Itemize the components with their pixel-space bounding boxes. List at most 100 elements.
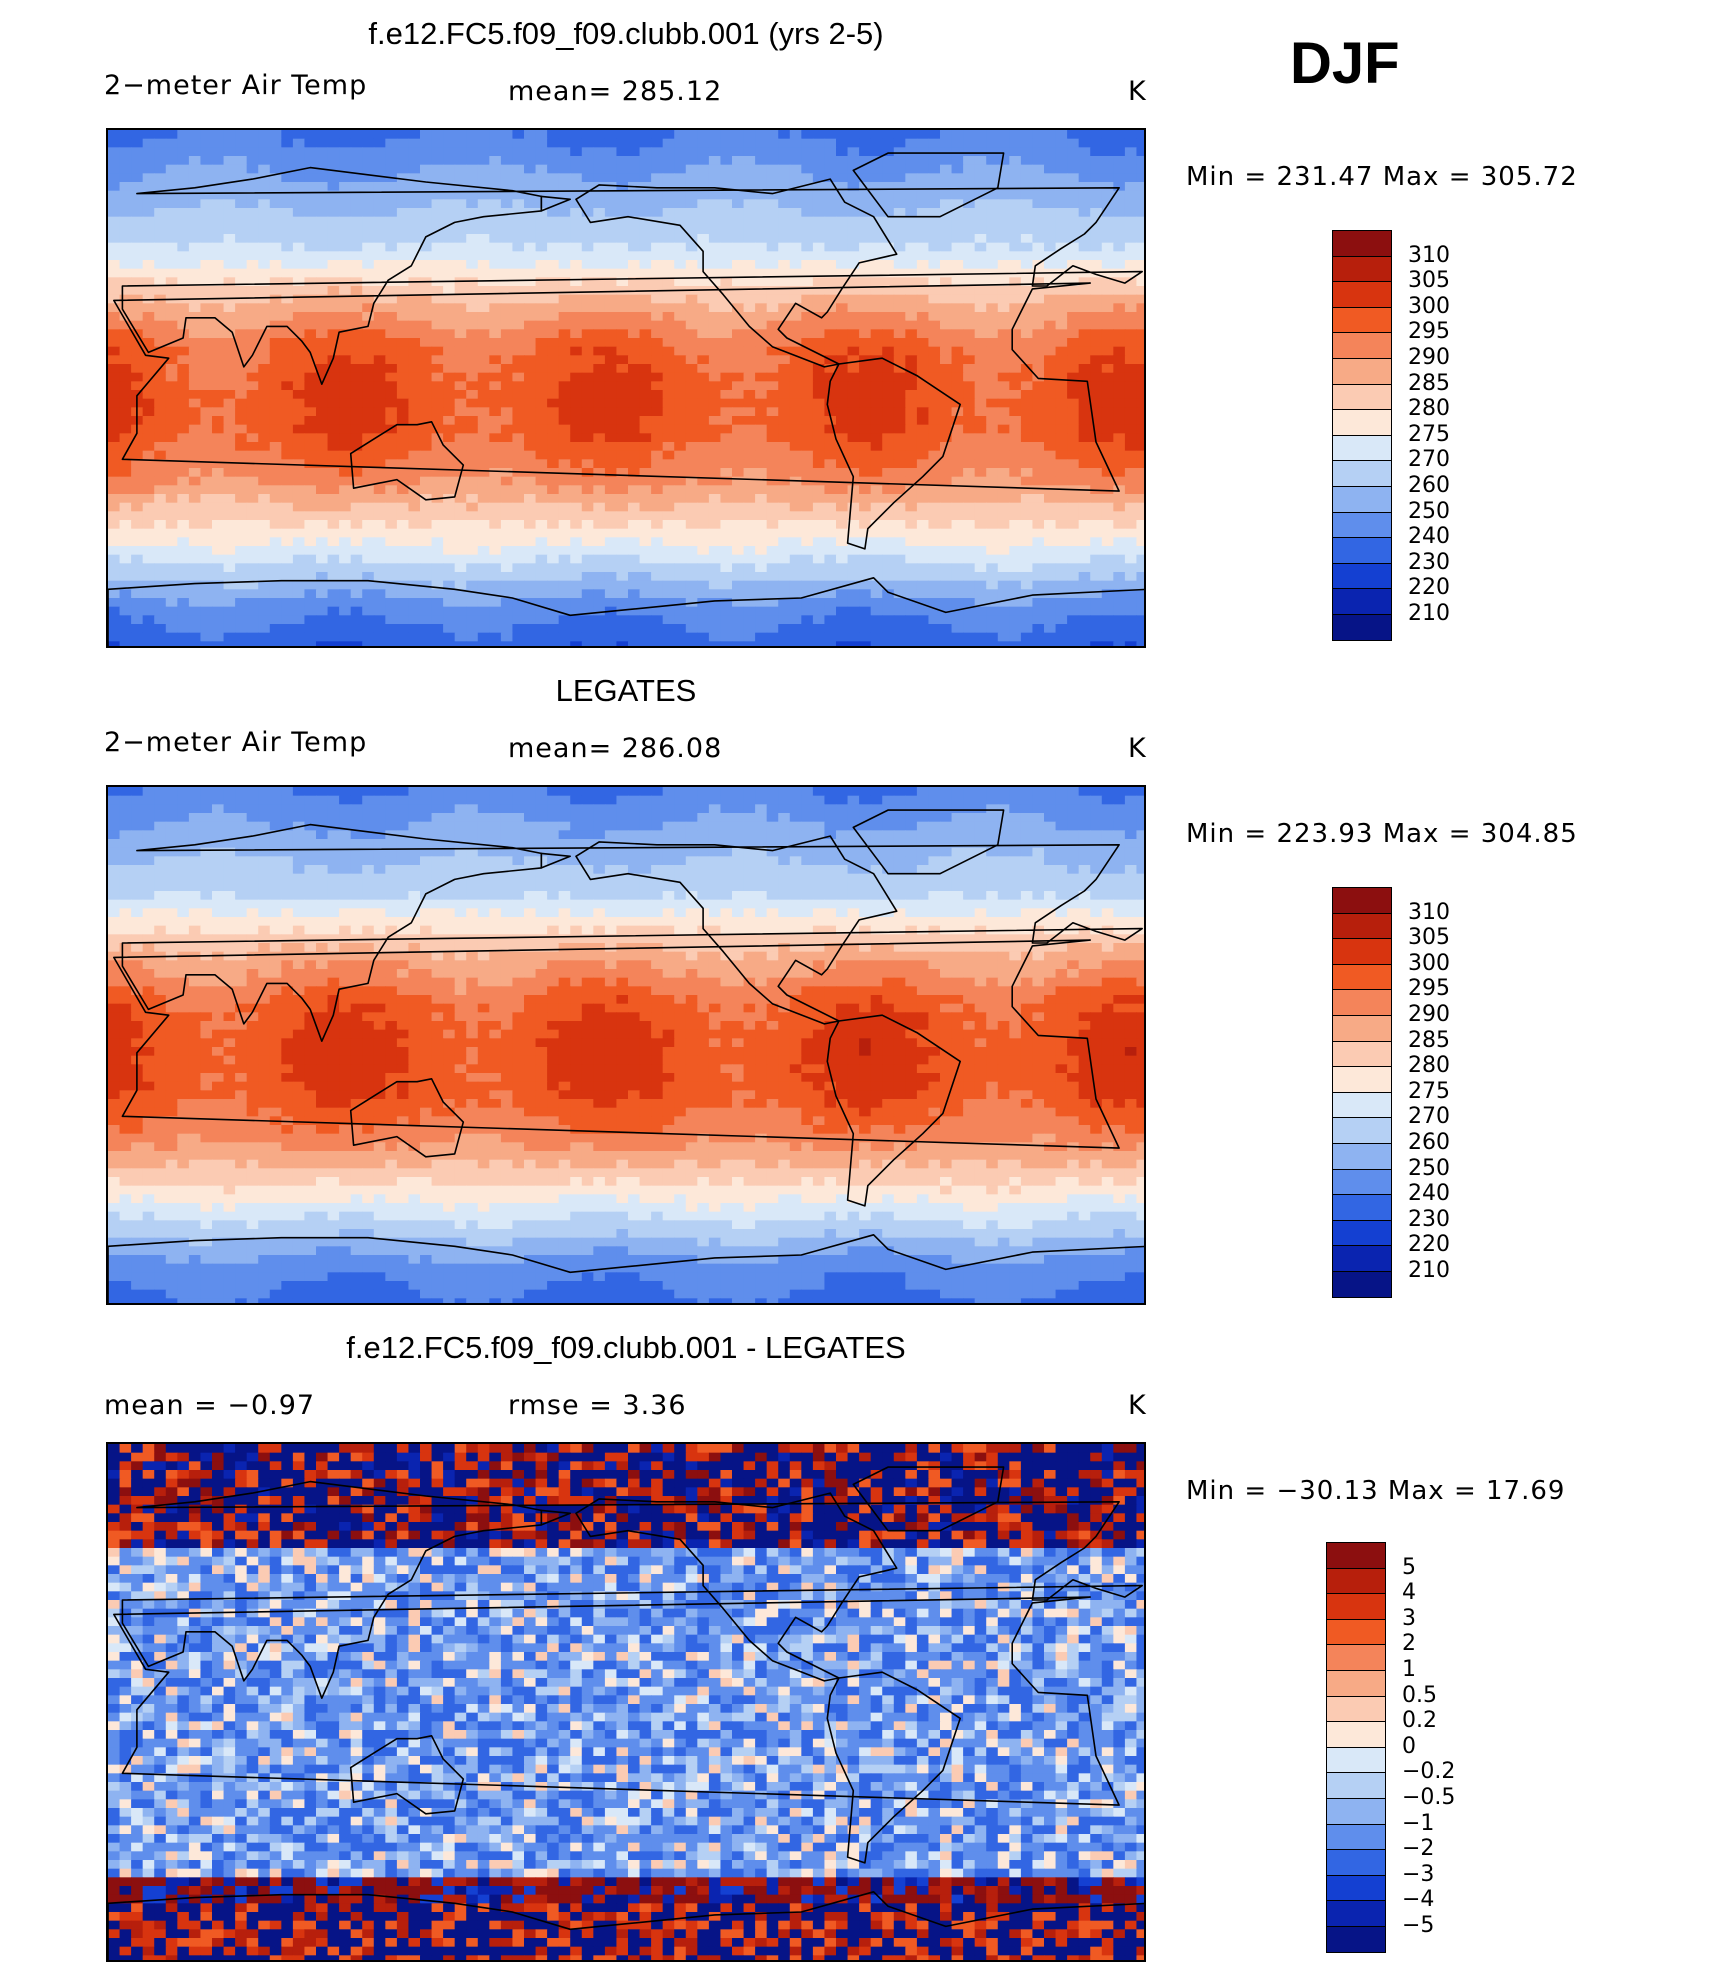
map-cell xyxy=(743,216,756,226)
map-cell xyxy=(558,580,571,590)
map-cell xyxy=(1090,433,1103,443)
map-cell xyxy=(674,164,687,174)
map-cell xyxy=(1090,260,1103,270)
map-cell xyxy=(223,598,236,608)
map-cell xyxy=(940,173,953,183)
map-cell xyxy=(1078,546,1091,556)
map-cell xyxy=(188,372,202,382)
map-cell xyxy=(362,225,375,235)
map-cell xyxy=(986,173,999,183)
map-row xyxy=(108,130,1144,140)
map-cell xyxy=(963,407,976,417)
map-cell xyxy=(373,416,386,426)
map-cell xyxy=(420,502,433,512)
map-cell xyxy=(928,242,941,252)
map-cell xyxy=(512,164,525,174)
map-cell xyxy=(1136,546,1144,556)
map-cell xyxy=(882,303,895,313)
map-cell xyxy=(212,459,225,469)
map-cell xyxy=(628,589,641,599)
map-cell xyxy=(1090,442,1103,452)
map-cell xyxy=(847,190,860,200)
map-cell xyxy=(847,442,860,452)
map-cell xyxy=(1009,433,1022,443)
map-cell xyxy=(1067,138,1080,148)
map-cell xyxy=(500,164,514,174)
map-cell xyxy=(350,355,363,365)
map-cell xyxy=(674,459,687,469)
map-cell xyxy=(108,598,121,608)
map-cell xyxy=(628,190,641,200)
map-cell xyxy=(1020,589,1034,599)
map-cell xyxy=(836,277,849,287)
map-cell xyxy=(847,372,860,382)
map-cell xyxy=(304,390,317,400)
map-cell xyxy=(639,589,652,599)
map-cell xyxy=(916,390,930,400)
map-cell xyxy=(1055,563,1068,573)
map-cell xyxy=(385,251,398,261)
map-cell xyxy=(535,147,548,157)
map-cell xyxy=(859,286,872,296)
map-cell xyxy=(396,182,410,192)
map-cell xyxy=(882,234,895,244)
map-cell xyxy=(408,164,421,174)
map-cell xyxy=(593,199,606,209)
map-cell xyxy=(489,173,502,183)
map-cell xyxy=(859,442,872,452)
map-cell xyxy=(188,303,202,313)
map-cell xyxy=(905,320,918,330)
map-cell xyxy=(963,225,976,235)
map-cell xyxy=(651,130,664,140)
map-cell xyxy=(963,520,976,530)
map-cell xyxy=(662,355,675,365)
map-cell xyxy=(986,390,999,400)
map-cell xyxy=(732,312,745,322)
map-cell xyxy=(443,563,456,573)
map-cell xyxy=(489,546,502,556)
map-cell xyxy=(443,364,456,374)
map-cell xyxy=(651,199,664,209)
map-cell xyxy=(524,216,537,226)
map-cell xyxy=(916,346,930,356)
map-cell xyxy=(732,459,745,469)
map-cell xyxy=(593,329,606,339)
map-cell xyxy=(755,268,768,278)
map-cell xyxy=(570,554,583,564)
map-cell xyxy=(662,303,675,313)
map-cell xyxy=(812,398,826,408)
map-cell xyxy=(466,442,479,452)
map-cell xyxy=(477,442,490,452)
map-cell xyxy=(847,164,860,174)
map-cell xyxy=(1032,511,1045,521)
map-cell xyxy=(766,416,779,426)
map-cell xyxy=(570,147,583,157)
map-cell xyxy=(1067,476,1080,486)
map-cell xyxy=(269,598,282,608)
map-cell xyxy=(859,520,872,530)
map-cell xyxy=(131,355,144,365)
map-cell xyxy=(327,329,340,339)
map-cell xyxy=(882,190,895,200)
map-cell xyxy=(1090,511,1103,521)
map-cell xyxy=(512,554,525,564)
map-cell xyxy=(200,251,213,261)
map-cell xyxy=(1067,303,1080,313)
map-cell xyxy=(1067,147,1080,157)
map-row xyxy=(108,190,1144,200)
map-cell xyxy=(246,546,259,556)
map-cell xyxy=(1124,251,1138,261)
map-cell xyxy=(963,338,976,348)
map-cell xyxy=(685,442,698,452)
map-cell xyxy=(212,355,225,365)
map-cell xyxy=(662,329,675,339)
map-cell xyxy=(1124,442,1138,452)
map-cell xyxy=(974,589,987,599)
map-cell xyxy=(119,277,132,287)
map-cell xyxy=(801,459,814,469)
map-cell xyxy=(801,338,814,348)
map-cell xyxy=(708,424,722,434)
map-cell xyxy=(628,329,641,339)
map-cell xyxy=(500,312,514,322)
map-cell xyxy=(558,424,571,434)
